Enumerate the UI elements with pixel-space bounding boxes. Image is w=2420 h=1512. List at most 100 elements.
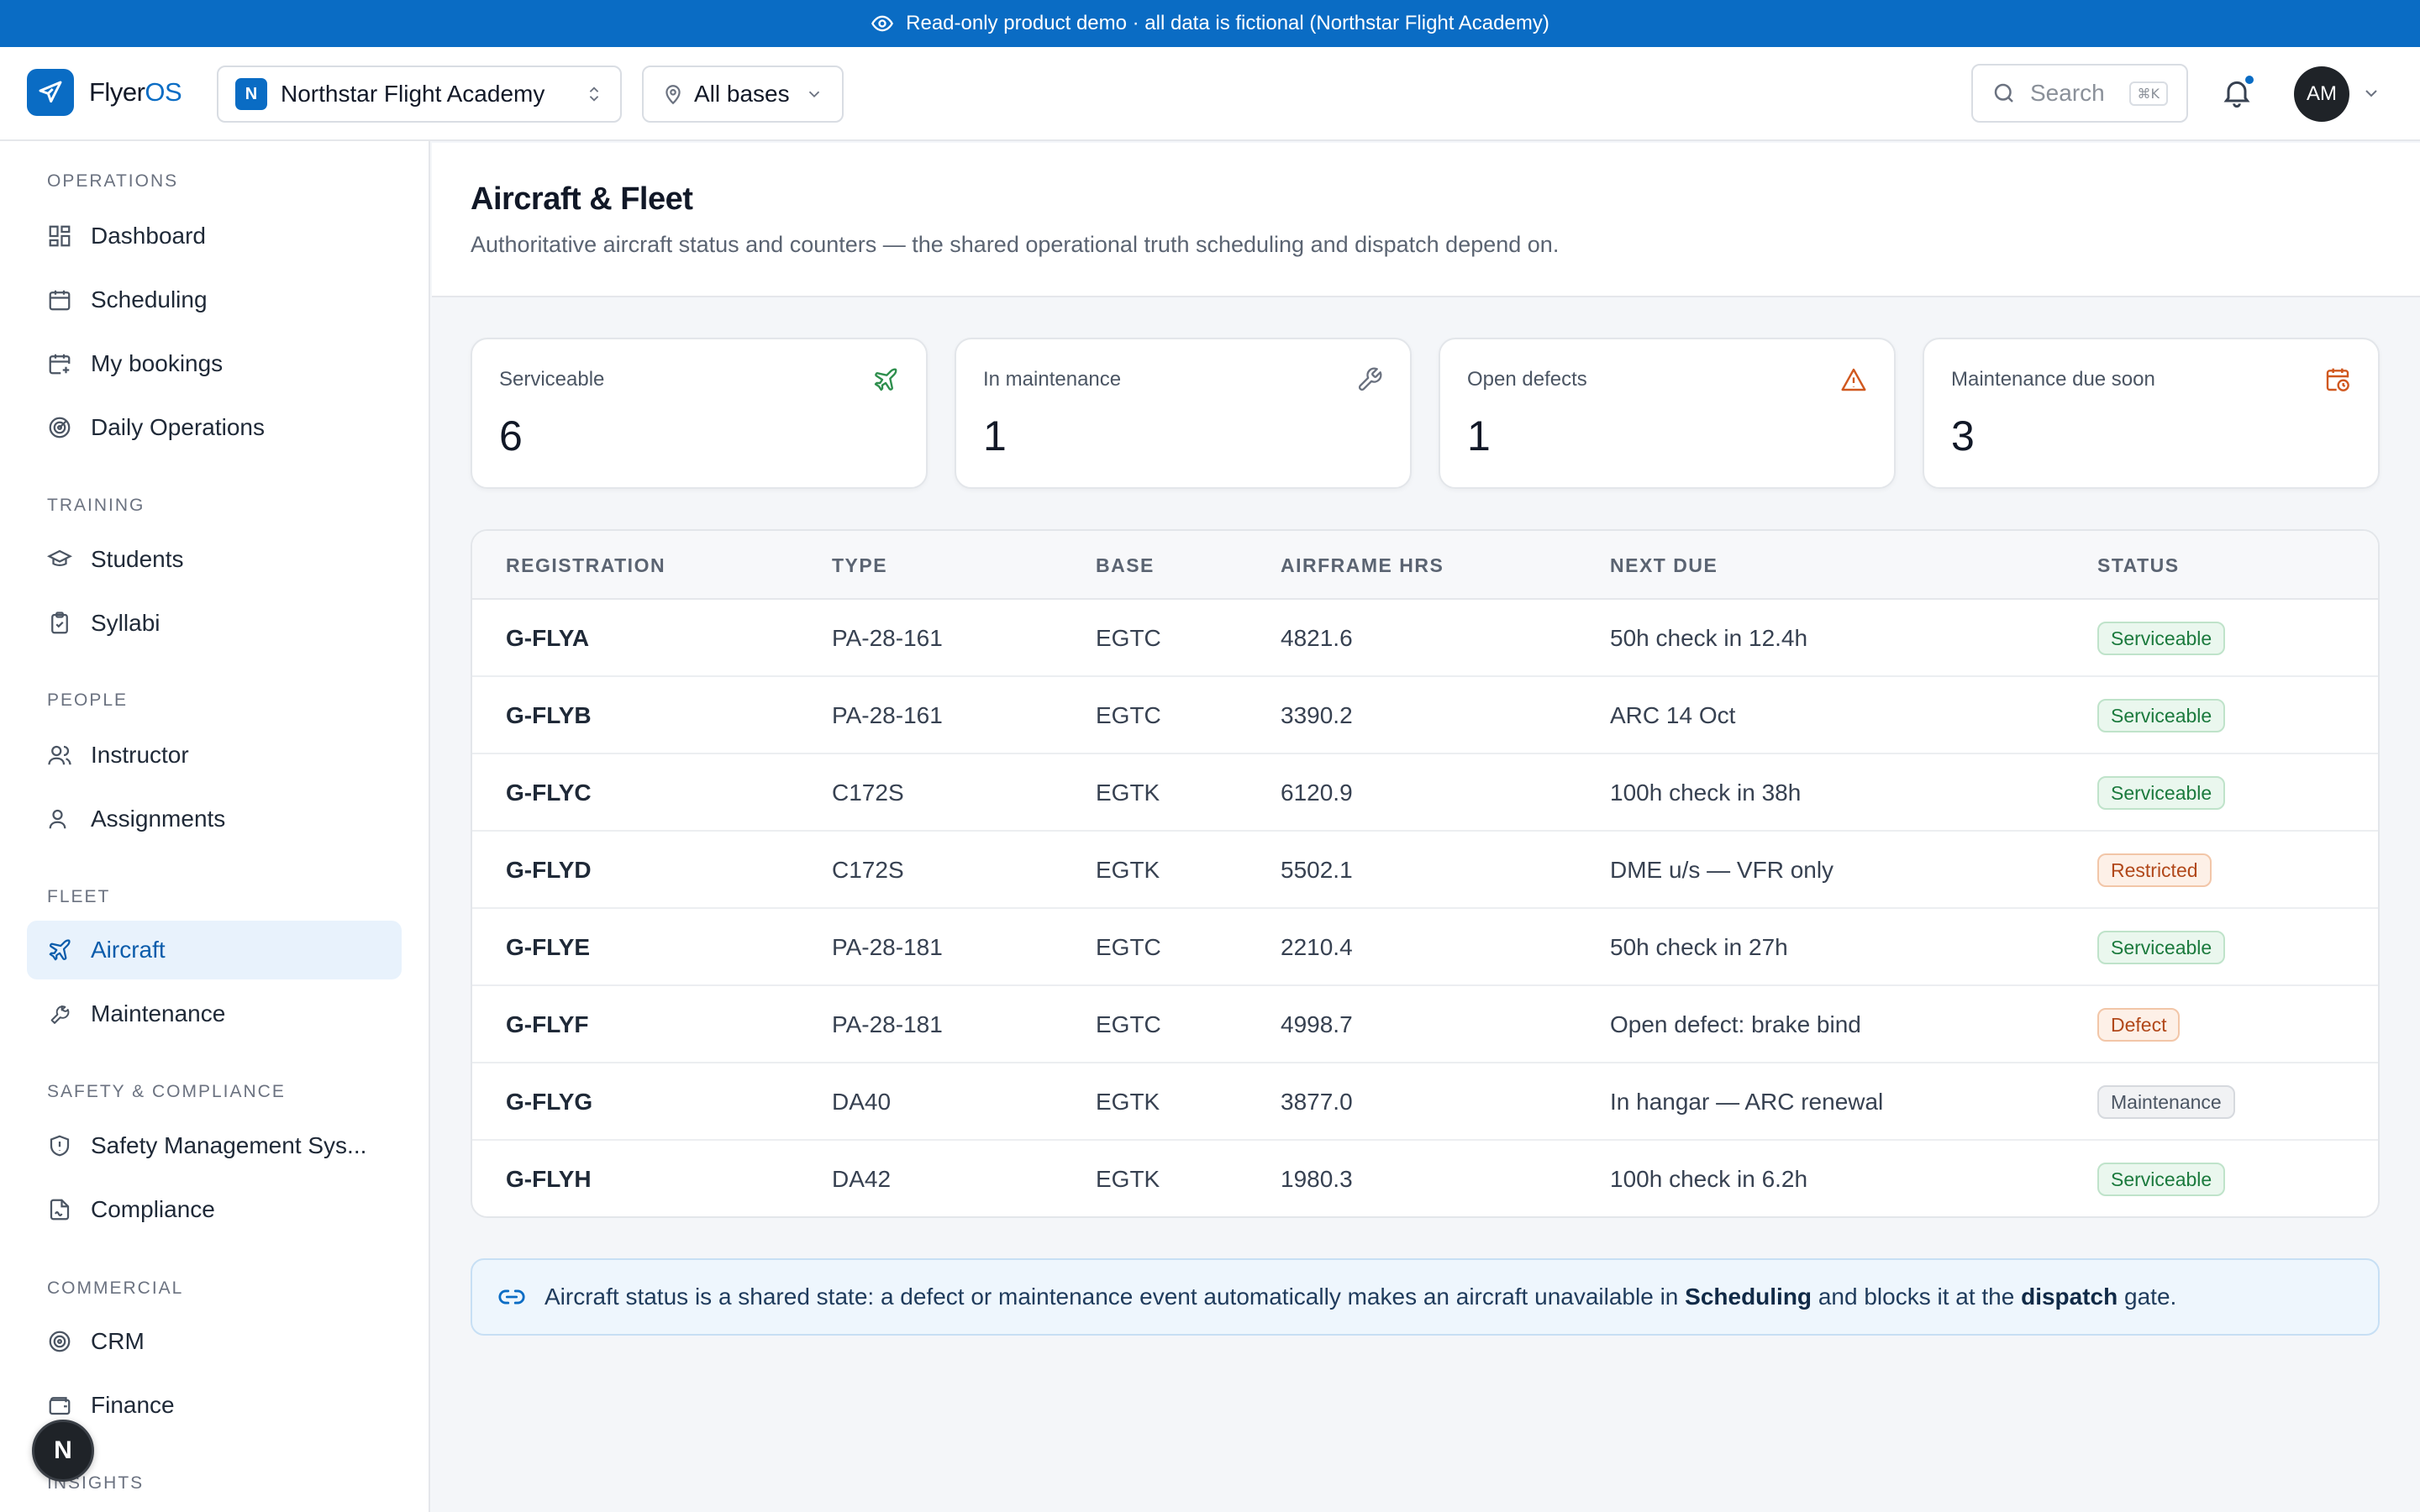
cell-hrs: 2210.4 [1281, 934, 1353, 960]
section-label-safety-compliance: SAFETY & COMPLIANCE [47, 1082, 286, 1101]
table-header: REGISTRATION TYPE BASE AIRFRAME HRS NEXT… [472, 531, 2378, 600]
sidebar-item-students[interactable]: Students [27, 530, 402, 589]
column-header-base[interactable]: BASE [1096, 554, 1155, 576]
sidebar-item-daily-operations[interactable]: Daily Operations [27, 398, 402, 457]
sidebar-item-compliance[interactable]: Compliance [27, 1180, 402, 1239]
sidebar-item-maintenance[interactable]: Maintenance [27, 984, 402, 1043]
table-row[interactable]: G-FLYF PA-28-181 EGTC 4998.7 Open defect: br… [472, 986, 2378, 1063]
cell-hrs: 6120.9 [1281, 780, 1353, 806]
cell-hrs: 4821.6 [1281, 625, 1353, 651]
dev-tools-button[interactable]: N [32, 1420, 94, 1482]
notifications-button[interactable] [2220, 74, 2257, 114]
graduation-cap-icon [47, 549, 72, 566]
sidebar-item-crm[interactable]: CRM [27, 1312, 402, 1371]
base-filter-select[interactable]: All bases [642, 66, 844, 123]
base-filter-value: All bases [694, 81, 790, 107]
cell-hrs: 4998.7 [1281, 1011, 1353, 1037]
link-icon [498, 1289, 525, 1305]
chevron-up-down-icon [589, 87, 599, 102]
cell-reg: G-FLYE [506, 934, 591, 960]
plane-icon [874, 368, 897, 391]
demo-banner: Read-only product demo · all data is fic… [0, 0, 2420, 47]
cell-type: PA-28-161 [832, 625, 943, 651]
column-header-registration[interactable]: REGISTRATION [506, 554, 666, 576]
user-icon [49, 809, 66, 829]
table-row[interactable]: G-FLYE PA-28-181 EGTC 2210.4 50h check in 27… [472, 909, 2378, 986]
account-chevron-down-icon[interactable] [2361, 83, 2381, 103]
cell-base: EGTK [1096, 1166, 1160, 1192]
grid-icon [49, 225, 71, 247]
sidebar-item-syllabi[interactable]: Syllabi [27, 594, 402, 653]
status-badge: Serviceable [2097, 699, 2226, 732]
users-icon [48, 745, 71, 765]
sidebar-item-safety-management[interactable]: Safety Management Sys... [27, 1116, 402, 1175]
cell-reg: G-FLYF [506, 1011, 589, 1037]
cell-base: EGTC [1096, 702, 1161, 728]
sidebar-item-instructor[interactable]: Instructor [27, 726, 402, 785]
status-badge: Restricted [2097, 853, 2212, 887]
table-row[interactable]: G-FLYH DA42 EGTK 1980.3 100h check in 6.2h Se… [472, 1141, 2378, 1216]
cell-next: 50h check in 12.4h [1610, 625, 1808, 651]
table-row[interactable]: G-FLYD C172S EGTK 5502.1 DME u/s — VFR only R… [472, 832, 2378, 909]
search-placeholder: Search [2030, 80, 2105, 106]
cell-next: Open defect: brake bind [1610, 1011, 1861, 1037]
file-signature-icon [50, 1199, 70, 1221]
bell-icon [2223, 81, 2250, 108]
cell-hrs: 1980.3 [1281, 1166, 1353, 1192]
table-row[interactable]: G-FLYC C172S EGTK 6120.9 100h check in 38h Se… [472, 754, 2378, 832]
calendar-icon [49, 290, 71, 311]
eye-icon [871, 15, 894, 32]
table-row[interactable]: G-FLYB PA-28-161 EGTC 3390.2 ARC 14 Oct Servi… [472, 677, 2378, 754]
status-badge: Serviceable [2097, 776, 2226, 810]
search-icon [1994, 83, 2013, 102]
app-name: FlyerOS [89, 77, 182, 107]
cell-reg: G-FLYH [506, 1166, 592, 1192]
sidebar-item-dashboard[interactable]: Dashboard [27, 207, 402, 265]
cell-base: EGTK [1096, 857, 1160, 883]
search-button[interactable]: Search ⌘K [1971, 64, 2188, 123]
cell-base: EGTC [1096, 625, 1161, 651]
cell-hrs: 3390.2 [1281, 702, 1353, 728]
clipboard-check-icon [51, 612, 68, 634]
sidebar-item-scheduling[interactable]: Scheduling [27, 270, 402, 329]
table-row[interactable]: G-FLYG DA40 EGTK 3877.0 In hangar — ARC rene… [472, 1063, 2378, 1141]
aircraft-table: REGISTRATION TYPE BASE AIRFRAME HRS NEXT… [471, 529, 2380, 1218]
scheduling-link[interactable]: Scheduling [1685, 1284, 1812, 1310]
cell-type: C172S [832, 780, 904, 806]
page-subtitle: Authoritative aircraft status and counte… [471, 232, 1560, 257]
sidebar-item-aircraft[interactable]: Aircraft [27, 921, 402, 979]
organization-select[interactable]: N Northstar Flight Academy [217, 66, 622, 123]
paper-plane-icon [27, 69, 74, 116]
column-header-type[interactable]: TYPE [832, 554, 888, 576]
app-logo[interactable]: FlyerOS [27, 69, 182, 116]
cell-next: 50h check in 27h [1610, 934, 1788, 960]
cell-reg: G-FLYD [506, 857, 592, 883]
cell-base: EGTK [1096, 780, 1160, 806]
column-header-airframe-hrs[interactable]: AIRFRAME HRS [1281, 554, 1444, 576]
sidebar-item-assignments[interactable]: Assignments [27, 790, 402, 848]
cell-next: 100h check in 38h [1610, 780, 1802, 806]
page-title: Aircraft & Fleet [471, 181, 693, 217]
radar-icon [49, 417, 71, 438]
callout-text: Aircraft status is a shared state: a def… [544, 1284, 2177, 1310]
shield-icon [50, 1135, 70, 1157]
table-row[interactable]: G-FLYA PA-28-161 EGTC 4821.6 50h check in 12… [472, 600, 2378, 677]
user-avatar[interactable]: AM [2294, 66, 2349, 122]
section-label-commercial: COMMERCIAL [47, 1278, 184, 1298]
cell-hrs: 3877.0 [1281, 1089, 1353, 1115]
wrench-icon [1358, 367, 1382, 391]
cell-reg: G-FLYA [506, 625, 590, 651]
target-icon [49, 1331, 71, 1352]
dispatch-link[interactable]: dispatch [2021, 1284, 2118, 1310]
cell-type: DA42 [832, 1166, 892, 1192]
sidebar-item-finance[interactable]: Finance [27, 1376, 402, 1435]
status-badge: Maintenance [2097, 1085, 2235, 1119]
sidebar-item-my-bookings[interactable]: My bookings [27, 334, 402, 393]
column-header-status[interactable]: STATUS [2097, 554, 2180, 576]
map-pin-icon [666, 85, 681, 105]
warning-icon [1841, 368, 1866, 391]
calendar-clock-icon [2326, 368, 2349, 391]
wrench-icon [50, 1005, 70, 1024]
column-header-next-due[interactable]: NEXT DUE [1610, 554, 1718, 576]
cell-reg: G-FLYG [506, 1089, 593, 1115]
